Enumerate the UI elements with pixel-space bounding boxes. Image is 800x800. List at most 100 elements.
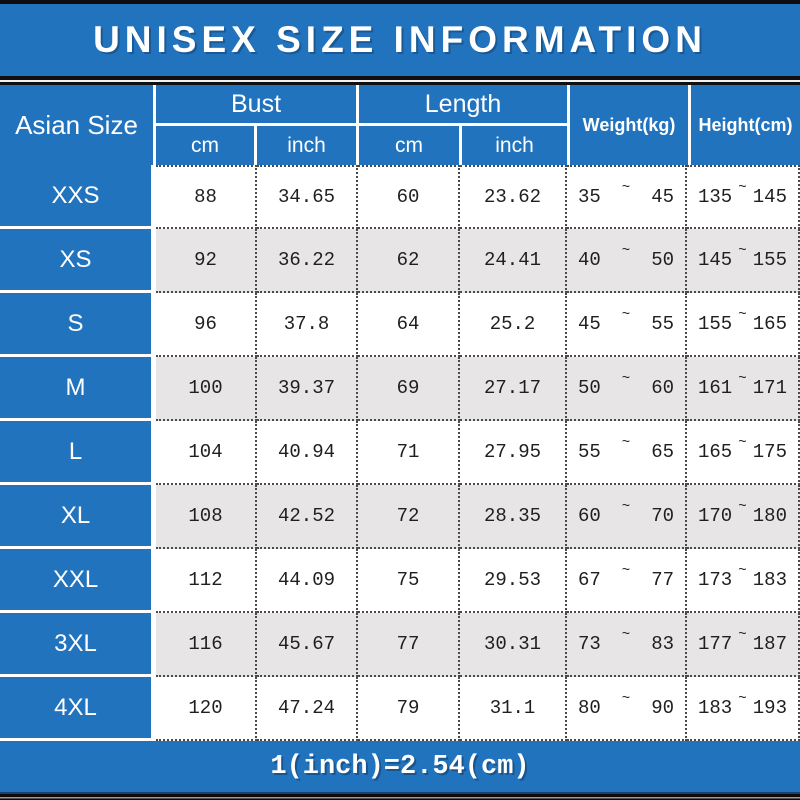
height-max: 180 xyxy=(752,505,787,527)
tilde-symbol: ~ xyxy=(621,563,631,579)
tilde-symbol: ~ xyxy=(738,435,747,451)
bust-inch-value: 45.67 xyxy=(257,613,358,677)
height-min: 173 xyxy=(698,569,733,591)
weight-range: 60 ~ 70 xyxy=(567,485,687,549)
bust-inch-value: 39.37 xyxy=(257,357,358,421)
weight-max: 65 xyxy=(651,441,674,463)
height-max: 145 xyxy=(752,186,787,208)
tilde-symbol: ~ xyxy=(621,499,631,515)
weight-min: 60 xyxy=(578,505,601,527)
bust-inch-value: 47.24 xyxy=(257,677,358,741)
weight-min: 50 xyxy=(578,377,601,399)
weight-range: 45 ~ 55 xyxy=(567,293,687,357)
weight-max: 45 xyxy=(651,186,674,208)
bust-cm-value: 96 xyxy=(156,293,257,357)
table-row: M 100 39.37 69 27.17 50 ~ 60 161 ~ 171 xyxy=(0,357,800,421)
size-label: M xyxy=(0,357,156,421)
height-max: 193 xyxy=(752,697,787,719)
header-cell-length-cm: cm xyxy=(359,126,459,165)
tilde-symbol: ~ xyxy=(738,180,747,196)
height-range: 145 ~ 155 xyxy=(687,229,800,293)
weight-max: 55 xyxy=(651,313,674,335)
bust-cm-value: 116 xyxy=(156,613,257,677)
tilde-symbol: ~ xyxy=(738,371,747,387)
table-row: XS 92 36.22 62 24.41 40 ~ 50 145 ~ 155 xyxy=(0,229,800,293)
top-border-strip xyxy=(0,0,800,4)
header-cell-length-inch: inch xyxy=(462,126,567,165)
footer-band: 1(inch)=2.54(cm) xyxy=(0,741,800,792)
weight-min: 80 xyxy=(578,697,601,719)
height-max: 187 xyxy=(752,633,787,655)
weight-min: 35 xyxy=(578,186,601,208)
length-inch-value: 29.53 xyxy=(460,549,567,613)
height-min: 170 xyxy=(698,505,733,527)
height-min: 155 xyxy=(698,313,733,335)
size-label: 3XL xyxy=(0,613,156,677)
table-body: XXS 88 34.65 60 23.62 35 ~ 45 135 ~ 145 … xyxy=(0,165,800,741)
size-label: XXS xyxy=(0,165,156,229)
weight-range: 35 ~ 45 xyxy=(567,165,687,229)
table-header: Asian Size Bust Length Weight(kg) Height… xyxy=(0,85,800,165)
height-max: 171 xyxy=(752,377,787,399)
bust-cm-value: 100 xyxy=(156,357,257,421)
bottom-border-strip xyxy=(0,792,800,800)
height-range: 177 ~ 187 xyxy=(687,613,800,677)
length-inch-value: 31.1 xyxy=(460,677,567,741)
height-min: 183 xyxy=(698,697,733,719)
bust-inch-value: 34.65 xyxy=(257,165,358,229)
title-band: UNISEX SIZE INFORMATION xyxy=(0,4,800,76)
height-min: 145 xyxy=(698,249,733,271)
weight-min: 73 xyxy=(578,633,601,655)
bust-cm-value: 104 xyxy=(156,421,257,485)
tilde-symbol: ~ xyxy=(621,691,631,707)
weight-max: 50 xyxy=(651,249,674,271)
bust-inch-value: 40.94 xyxy=(257,421,358,485)
bust-cm-value: 112 xyxy=(156,549,257,613)
bust-inch-value: 42.52 xyxy=(257,485,358,549)
weight-max: 70 xyxy=(651,505,674,527)
weight-max: 83 xyxy=(651,633,674,655)
header-cell-bust: Bust xyxy=(156,85,356,123)
size-label: 4XL xyxy=(0,677,156,741)
length-cm-value: 62 xyxy=(358,229,460,293)
tilde-symbol: ~ xyxy=(738,627,747,643)
bust-inch-value: 36.22 xyxy=(257,229,358,293)
weight-max: 77 xyxy=(651,569,674,591)
length-inch-value: 27.95 xyxy=(460,421,567,485)
header-cell-bust-cm: cm xyxy=(156,126,254,165)
size-label: XL xyxy=(0,485,156,549)
header-cell-bust-inch: inch xyxy=(257,126,356,165)
length-cm-value: 77 xyxy=(358,613,460,677)
header-cell-weight: Weight(kg) xyxy=(570,85,688,165)
length-cm-value: 64 xyxy=(358,293,460,357)
tilde-symbol: ~ xyxy=(621,180,631,196)
table-row: S 96 37.8 64 25.2 45 ~ 55 155 ~ 165 xyxy=(0,293,800,357)
length-inch-value: 25.2 xyxy=(460,293,567,357)
length-cm-value: 75 xyxy=(358,549,460,613)
header-cell-length: Length xyxy=(359,85,567,123)
table-row: XXL 112 44.09 75 29.53 67 ~ 77 173 ~ 183 xyxy=(0,549,800,613)
weight-range: 67 ~ 77 xyxy=(567,549,687,613)
length-cm-value: 69 xyxy=(358,357,460,421)
header-cell-height: Height(cm) xyxy=(691,85,800,165)
length-inch-value: 28.35 xyxy=(460,485,567,549)
height-min: 135 xyxy=(698,186,733,208)
tilde-symbol: ~ xyxy=(738,563,747,579)
height-min: 177 xyxy=(698,633,733,655)
length-cm-value: 79 xyxy=(358,677,460,741)
tilde-symbol: ~ xyxy=(621,371,631,387)
weight-min: 67 xyxy=(578,569,601,591)
table-row: XL 108 42.52 72 28.35 60 ~ 70 170 ~ 180 xyxy=(0,485,800,549)
tilde-symbol: ~ xyxy=(621,307,631,323)
bust-cm-value: 88 xyxy=(156,165,257,229)
table-row: 3XL 116 45.67 77 30.31 73 ~ 83 177 ~ 187 xyxy=(0,613,800,677)
size-label: S xyxy=(0,293,156,357)
weight-range: 50 ~ 60 xyxy=(567,357,687,421)
conversion-note: 1(inch)=2.54(cm) xyxy=(270,751,530,782)
title-separator xyxy=(0,76,800,85)
page-title: UNISEX SIZE INFORMATION xyxy=(93,19,707,60)
tilde-symbol: ~ xyxy=(621,435,631,451)
size-label: L xyxy=(0,421,156,485)
height-range: 161 ~ 171 xyxy=(687,357,800,421)
